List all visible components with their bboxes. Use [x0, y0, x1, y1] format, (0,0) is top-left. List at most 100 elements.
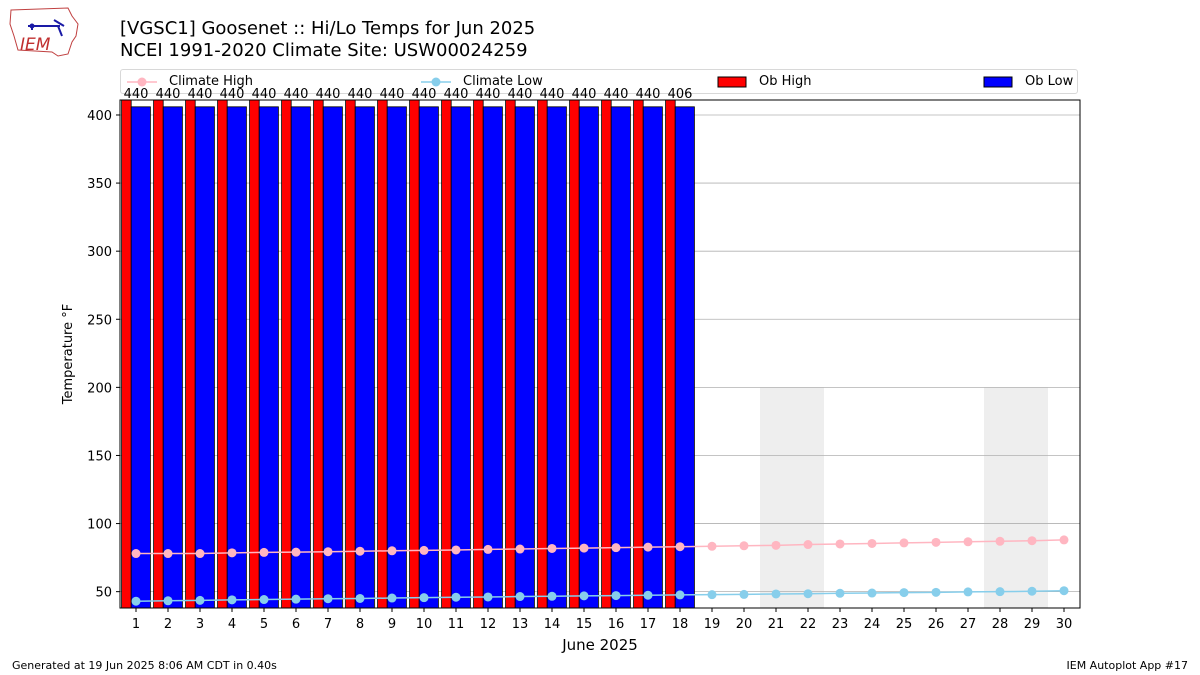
- ob-high-bar: [217, 100, 228, 608]
- ob-low-bar: [130, 106, 151, 608]
- climate-high-point: [867, 538, 877, 548]
- climate-low-point: [739, 589, 749, 599]
- climate-low-point: [259, 595, 269, 605]
- climate-high-point: [227, 548, 237, 558]
- x-tick-label: 4: [228, 617, 236, 632]
- title-line-1: [VGSC1] Goosenet :: Hi/Lo Temps for Jun …: [120, 18, 536, 39]
- ob-low-bar: [514, 106, 535, 608]
- legend: Climate High Climate Low Ob High Ob Low: [120, 69, 1078, 94]
- x-tick-label: 14: [544, 617, 561, 632]
- y-tick-label: 300: [87, 245, 112, 260]
- x-tick-label: 9: [388, 617, 396, 632]
- climate-low-point: [771, 589, 781, 599]
- ob-high-bar: [569, 100, 580, 608]
- ob-low-bar: [290, 106, 311, 608]
- climate-high-point: [515, 544, 525, 554]
- legend-label: Climate Low: [463, 74, 543, 89]
- bar-value-label: 440: [572, 87, 597, 102]
- ob-high-bar: [249, 100, 260, 608]
- climate-low-point: [387, 593, 397, 603]
- climate-high-point: [195, 549, 205, 559]
- app-note: IEM Autoplot App #17: [1066, 659, 1189, 672]
- climate-low-point: [1059, 586, 1069, 596]
- x-tick-label: 6: [292, 617, 300, 632]
- y-tick-label: 100: [87, 518, 112, 533]
- climate-high-point: [899, 538, 909, 548]
- ob-high-bar: [665, 100, 676, 608]
- bar-value-label: 440: [316, 87, 341, 102]
- x-tick-label: 29: [1024, 617, 1041, 632]
- ob-high-bar: [281, 100, 292, 608]
- climate-high-point: [259, 547, 269, 557]
- climate-high-point: [483, 544, 493, 554]
- weekend-shade: [760, 387, 824, 608]
- x-tick-label: 28: [992, 617, 1009, 632]
- x-tick-label: 11: [448, 617, 465, 632]
- x-tick-label: 13: [512, 617, 529, 632]
- ob-high-bar: [633, 100, 644, 608]
- climate-low-point: [291, 594, 301, 604]
- x-tick-label: 10: [416, 617, 433, 632]
- ob-high-bar: [505, 100, 516, 608]
- ob-high-bar: [537, 100, 548, 608]
- y-tick-label: 400: [87, 109, 112, 124]
- ob-high-bar: [409, 100, 420, 608]
- x-tick-label: 17: [640, 617, 657, 632]
- climate-low-point: [611, 591, 621, 601]
- climate-low-point: [1027, 586, 1037, 596]
- ob-low-bar: [482, 106, 503, 608]
- climate-high-point: [451, 545, 461, 555]
- bar-value-label: 440: [124, 87, 149, 102]
- x-tick-label: 8: [356, 617, 364, 632]
- ob-low-bar: [322, 106, 343, 608]
- bar-value-label: 440: [476, 87, 501, 102]
- climate-low-point: [675, 590, 685, 600]
- y-axis-label: Temperature °F: [61, 304, 76, 405]
- climate-high-point: [547, 543, 557, 553]
- bar-value-label: 440: [220, 87, 245, 102]
- climate-high-point: [579, 543, 589, 553]
- climate-low-point: [323, 594, 333, 604]
- bar-value-label: 440: [412, 87, 437, 102]
- ob-low-bar: [546, 106, 567, 608]
- ob-low-bar: [578, 106, 599, 608]
- climate-low-point: [899, 588, 909, 598]
- legend-swatch-ob-low: [983, 76, 1013, 88]
- climate-high-point: [1027, 536, 1037, 546]
- bar-value-label: 440: [508, 87, 533, 102]
- ob-high-bar: [185, 100, 196, 608]
- y-tick-label: 50: [95, 586, 112, 601]
- climate-high-point: [707, 541, 717, 551]
- ob-low-bar: [386, 106, 407, 608]
- title-line-2: NCEI 1991-2020 Climate Site: USW00024259: [120, 40, 528, 61]
- climate-low-point: [483, 592, 493, 602]
- climate-high-point: [995, 536, 1005, 546]
- x-tick-label: 3: [196, 617, 204, 632]
- x-tick-label: 20: [736, 617, 753, 632]
- bar-value-label: 440: [252, 87, 277, 102]
- climate-low-point: [355, 593, 365, 603]
- climate-low-point: [995, 587, 1005, 597]
- ob-high-bar: [441, 100, 452, 608]
- ob-low-bar: [258, 106, 279, 608]
- climate-low-point: [707, 590, 717, 600]
- climate-high-point: [419, 545, 429, 555]
- bar-value-label: 440: [540, 87, 565, 102]
- x-tick-label: 19: [704, 617, 721, 632]
- climate-low-point: [131, 596, 141, 606]
- climate-high-point: [323, 547, 333, 557]
- climate-high-point: [1059, 535, 1069, 545]
- x-tick-label: 23: [832, 617, 849, 632]
- legend-label: Climate High: [169, 74, 254, 89]
- bar-value-label: 440: [380, 87, 405, 102]
- climate-low-point: [419, 593, 429, 603]
- chart-title: [VGSC1] Goosenet :: Hi/Lo Temps for Jun …: [120, 18, 535, 62]
- ob-low-bar: [194, 106, 215, 608]
- ob-high-bar: [473, 100, 484, 608]
- climate-low-point: [227, 595, 237, 605]
- climate-low-point: [643, 590, 653, 600]
- climate-high-point: [387, 546, 397, 556]
- climate-low-point: [963, 587, 973, 597]
- climate-high-point: [643, 542, 653, 552]
- y-tick-label: 350: [87, 177, 112, 192]
